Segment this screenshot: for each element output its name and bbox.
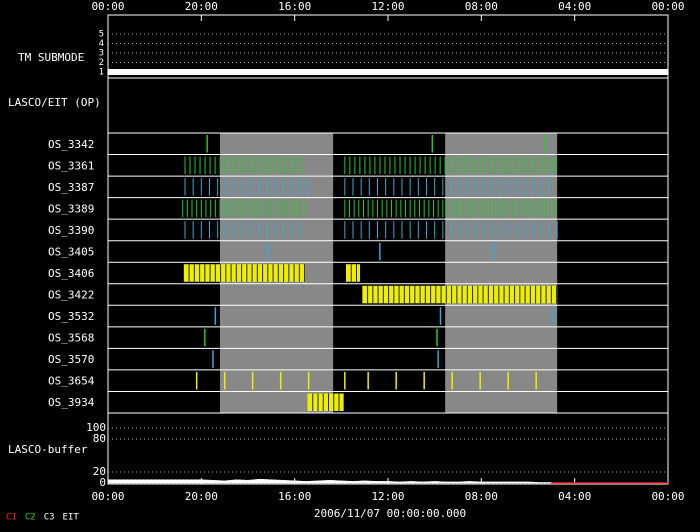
event-block — [344, 156, 557, 175]
submode-level: 5 — [99, 30, 104, 40]
top-tick-label: 00:00 — [651, 0, 684, 13]
bottom-tick-label: 04:00 — [558, 490, 591, 503]
submode-level: 2 — [99, 58, 104, 68]
row-name: OS_3342 — [48, 138, 94, 151]
buffer-tick-label: 20 — [93, 465, 106, 478]
submode-level: 1 — [99, 68, 104, 78]
buffer-tick-label: 100 — [86, 421, 106, 434]
buffer-area — [107, 478, 552, 484]
event-fill-ticks — [312, 393, 340, 411]
bottom-tick-label: 20:00 — [185, 490, 218, 503]
bottom-tick-label: 08:00 — [465, 490, 498, 503]
bottom-tick-label: 00:00 — [91, 490, 124, 503]
legend-entry: C2 — [25, 513, 36, 523]
event-block — [182, 199, 305, 218]
top-tick-label: 12:00 — [371, 0, 404, 13]
top-tick-label: 20:00 — [185, 0, 218, 13]
row-name: OS_3532 — [48, 310, 94, 323]
event-block — [344, 178, 550, 196]
event-block — [344, 199, 556, 218]
row-name: OS_3405 — [48, 245, 94, 258]
row-name: OS_3361 — [48, 159, 94, 172]
row-name: OS_3387 — [48, 181, 94, 194]
submode-level: 3 — [99, 49, 104, 59]
top-tick-label: 00:00 — [91, 0, 124, 13]
event-block — [184, 156, 301, 175]
event-fill-ticks — [350, 264, 357, 282]
row-name: OS_3406 — [48, 267, 94, 280]
timestamp: 2006/11/07 00:00:00.000 — [314, 507, 466, 520]
buffer-tick-label: 0 — [99, 476, 106, 489]
event-block — [344, 221, 558, 239]
tm-submode-label: TM SUBMODE — [18, 51, 84, 64]
event-fill — [362, 285, 558, 304]
row-name: OS_3934 — [48, 396, 95, 409]
top-tick-label: 16:00 — [278, 0, 311, 13]
bottom-tick-label: 00:00 — [651, 490, 684, 503]
bottom-tick-label: 16:00 — [278, 490, 311, 503]
event-fill — [307, 393, 344, 411]
event-fill-ticks — [367, 285, 558, 304]
lasco-eit-label: LASCO/EIT (OP) — [8, 96, 101, 109]
row-name: OS_3570 — [48, 353, 94, 366]
top-tick-label: 04:00 — [558, 0, 591, 13]
event-block — [184, 178, 308, 196]
legend-entry: C3 — [44, 513, 55, 523]
buffer-tick-label: 80 — [93, 432, 106, 445]
legend-entry: EIT — [63, 513, 80, 523]
submode-level: 4 — [99, 39, 104, 49]
submode-segment — [108, 69, 668, 75]
row-name: OS_3568 — [48, 332, 94, 345]
row-name: OS_3389 — [48, 202, 94, 215]
row-name: OS_3654 — [48, 375, 95, 388]
gray-period — [445, 133, 558, 413]
buffer-label: LASCO-buffer — [8, 443, 88, 456]
top-tick-label: 08:00 — [465, 0, 498, 13]
row-name: OS_3390 — [48, 224, 94, 237]
row-name: OS_3422 — [48, 289, 94, 302]
event-fill — [183, 264, 306, 282]
legend-entry: C1 — [6, 513, 17, 523]
bottom-tick-label: 12:00 — [371, 490, 404, 503]
event-fill-ticks — [188, 264, 306, 282]
event-block — [184, 221, 300, 239]
event-fill — [346, 264, 360, 282]
